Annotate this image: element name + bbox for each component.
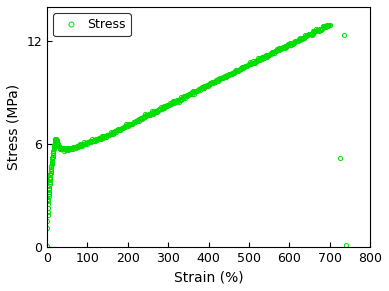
- X-axis label: Strain (%): Strain (%): [174, 270, 244, 284]
- Y-axis label: Stress (MPa): Stress (MPa): [7, 84, 21, 170]
- Stress: [199, 86, 203, 90]
- Stress: [324, 23, 329, 26]
- Stress: [161, 106, 165, 109]
- Line: Stress: Stress: [45, 22, 332, 249]
- Legend: Stress: Stress: [53, 13, 131, 36]
- Stress: [45, 244, 49, 248]
- Stress: [328, 23, 332, 27]
- Stress: [270, 51, 275, 54]
- Stress: [320, 27, 324, 30]
- Stress: [182, 94, 186, 98]
- Stress: [163, 105, 167, 109]
